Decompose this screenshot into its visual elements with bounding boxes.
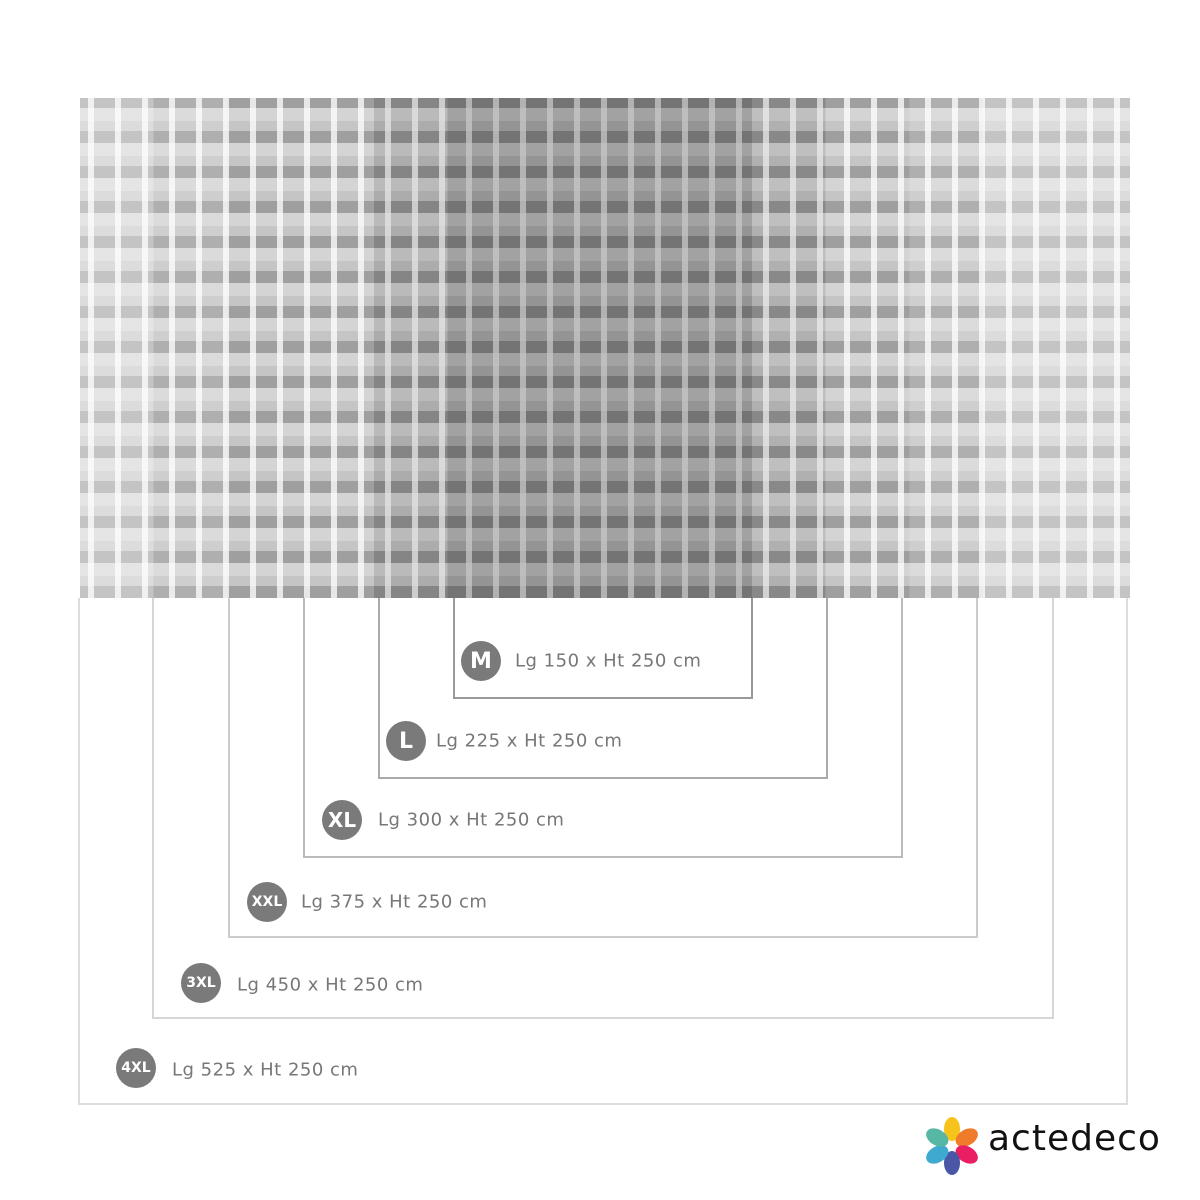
size-frame-m (453, 598, 753, 699)
size-badge-l: L (386, 721, 426, 761)
actedeco-logo-flower-icon (926, 1117, 978, 1175)
size-frame-4xl (78, 598, 1128, 1105)
size-label-xl: Lg 300 x Ht 250 cm (378, 809, 565, 831)
size-label-l: Lg 225 x Ht 250 cm (436, 730, 623, 752)
size-badge-m: M (461, 641, 501, 681)
size-badge-4xl: 4XL (116, 1048, 156, 1088)
size-badge-xxl: XXL (247, 882, 287, 922)
wallpaper-pattern-preview (80, 98, 1130, 598)
size-badge-xl: XL (322, 800, 362, 840)
size-frame-l (378, 598, 828, 779)
size-frame-xl (303, 598, 903, 858)
size-label-3xl: Lg 450 x Ht 250 cm (237, 974, 424, 996)
size-label-xxl: Lg 375 x Ht 250 cm (301, 891, 488, 913)
size-frame-xxl (228, 598, 978, 938)
brand-name: actedeco (988, 1118, 1161, 1159)
size-badge-3xl: 3XL (181, 963, 221, 1003)
size-label-4xl: Lg 525 x Ht 250 cm (172, 1059, 359, 1081)
size-frame-3xl (152, 598, 1054, 1019)
size-label-m: Lg 150 x Ht 250 cm (515, 650, 702, 672)
